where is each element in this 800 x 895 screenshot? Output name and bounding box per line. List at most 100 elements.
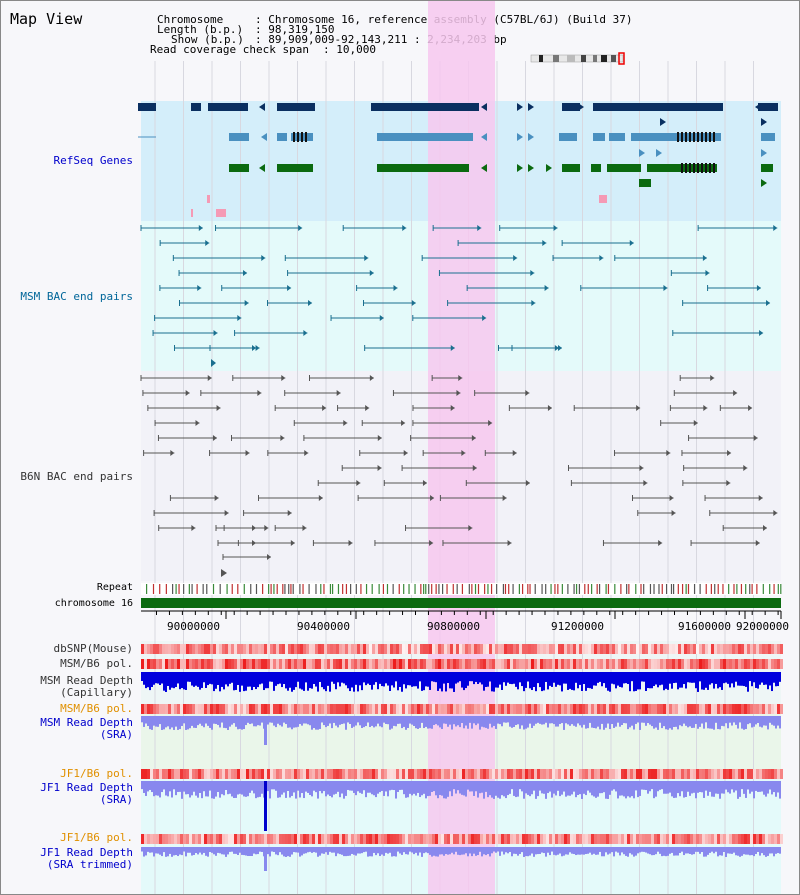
heat-cell bbox=[591, 659, 594, 669]
depth-bar bbox=[647, 781, 649, 794]
repeat-element bbox=[442, 584, 444, 594]
heat-cell bbox=[375, 644, 378, 654]
heat-cell bbox=[708, 644, 711, 654]
heat-cell bbox=[615, 644, 618, 654]
axis-tick-label: 91600000 bbox=[678, 620, 731, 633]
heat-cell bbox=[318, 834, 321, 844]
depth-bar bbox=[651, 781, 653, 790]
bac-end-arrow bbox=[530, 270, 535, 276]
heat-cell bbox=[360, 834, 363, 844]
heat-cell bbox=[333, 834, 336, 844]
depth-bar bbox=[273, 847, 275, 852]
heat-cell bbox=[522, 769, 525, 779]
depth-bar bbox=[195, 672, 197, 686]
depth-bar bbox=[773, 716, 775, 726]
depth-bar bbox=[461, 672, 463, 688]
depth-bar bbox=[753, 716, 755, 727]
depth-bar bbox=[283, 781, 285, 793]
depth-bar bbox=[527, 847, 529, 857]
bac-end-arrow bbox=[703, 405, 708, 411]
depth-bar bbox=[287, 672, 289, 691]
depth-bar bbox=[405, 672, 407, 689]
repeat-element bbox=[471, 584, 473, 594]
heat-cell bbox=[474, 834, 477, 844]
bac-end-arrow bbox=[322, 405, 327, 411]
heat-cell bbox=[732, 769, 735, 779]
repeat-element bbox=[635, 584, 637, 594]
depth-bar bbox=[559, 672, 561, 686]
depth-bar bbox=[441, 847, 443, 855]
repeat-element bbox=[428, 584, 430, 594]
depth-bar bbox=[401, 672, 403, 692]
heat-cell bbox=[285, 769, 288, 779]
heat-cell bbox=[594, 704, 597, 714]
depth-bar bbox=[773, 847, 775, 857]
depth-bar bbox=[345, 847, 347, 857]
depth-bar bbox=[549, 672, 551, 686]
heat-cell bbox=[465, 834, 468, 844]
heat-cell bbox=[612, 834, 615, 844]
bac-end-arrow bbox=[255, 345, 260, 351]
depth-bar bbox=[605, 781, 607, 799]
heat-cell bbox=[198, 704, 201, 714]
repeat-element bbox=[626, 584, 628, 594]
depth-bar bbox=[473, 847, 475, 854]
depth-bar bbox=[255, 847, 257, 855]
depth-bar bbox=[375, 672, 377, 683]
heat-cell bbox=[771, 834, 774, 844]
heat-cell bbox=[675, 644, 678, 654]
depth-bar bbox=[723, 672, 725, 684]
depth-bar bbox=[679, 781, 681, 797]
depth-bar bbox=[767, 847, 769, 856]
depth-bar bbox=[339, 716, 341, 725]
heat-cell bbox=[396, 769, 399, 779]
heat-cell bbox=[372, 834, 375, 844]
depth-bar bbox=[659, 781, 661, 790]
heat-cell bbox=[492, 834, 495, 844]
depth-bar bbox=[589, 672, 591, 689]
heat-cell bbox=[462, 769, 465, 779]
heat-cell bbox=[336, 704, 339, 714]
depth-bar bbox=[769, 847, 771, 854]
coverage-label: Read coverage check span bbox=[150, 43, 309, 56]
depth-bar bbox=[631, 781, 633, 797]
heat-cell bbox=[381, 704, 384, 714]
heat-cell bbox=[435, 769, 438, 779]
heat-cell bbox=[699, 769, 702, 779]
heat-cell bbox=[348, 769, 351, 779]
heat-cell bbox=[561, 834, 564, 844]
heat-cell bbox=[519, 834, 522, 844]
depth-bar bbox=[219, 847, 221, 854]
gene-arrow bbox=[528, 133, 534, 141]
depth-bar bbox=[741, 847, 743, 856]
depth-bar bbox=[457, 672, 459, 683]
heat-cell bbox=[198, 834, 201, 844]
depth-bar bbox=[457, 847, 459, 855]
heat-cell bbox=[153, 769, 156, 779]
depth-bar bbox=[199, 716, 201, 724]
depth-bar bbox=[441, 672, 443, 692]
heat-cell bbox=[393, 769, 396, 779]
heat-cell bbox=[273, 769, 276, 779]
depth-spike-dark bbox=[264, 781, 267, 831]
depth-bar bbox=[767, 672, 769, 690]
depth-bar bbox=[599, 847, 601, 852]
depth-bar bbox=[407, 672, 409, 686]
heat-cell bbox=[501, 769, 504, 779]
depth-bar bbox=[449, 672, 451, 689]
heat-cell bbox=[627, 659, 630, 669]
heat-cell bbox=[507, 704, 510, 714]
heat-cell bbox=[471, 704, 474, 714]
depth-bar bbox=[603, 672, 605, 684]
depth-bar bbox=[257, 781, 259, 798]
heat-cell bbox=[279, 704, 282, 714]
heat-cell bbox=[408, 659, 411, 669]
depth-bar bbox=[351, 847, 353, 854]
depth-bar bbox=[627, 716, 629, 730]
depth-bar bbox=[533, 716, 535, 726]
depth-bar bbox=[207, 716, 209, 726]
depth-bar bbox=[667, 716, 669, 730]
depth-bar bbox=[539, 781, 541, 791]
depth-bar bbox=[201, 847, 203, 855]
